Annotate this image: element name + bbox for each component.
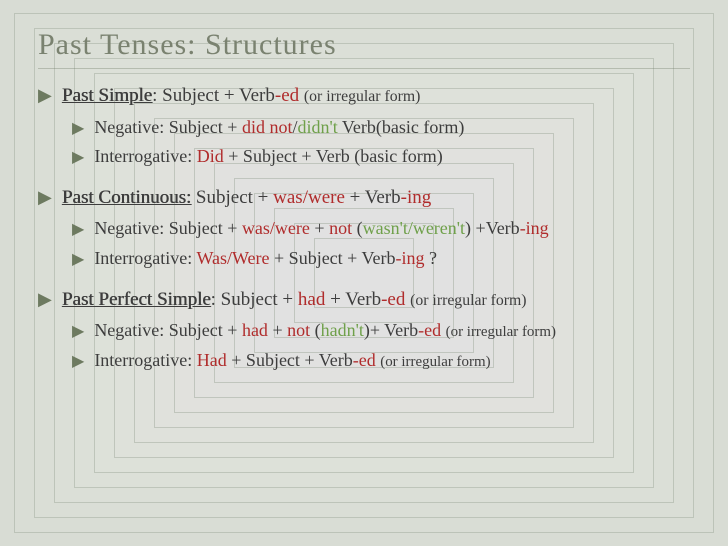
sub-item: ▶ Negative: Subject + was/were + not (was… [72, 216, 690, 241]
bullet-icon: ▶ [72, 118, 84, 140]
tense-negative: Negative: Subject + did not/didn't Verb(… [94, 115, 464, 139]
tense-interrogative: Interrogative: Was/Were + Subject + Verb… [94, 246, 437, 270]
page-title: Past Tenses: Structures [38, 28, 690, 62]
bullet-icon: ▶ [72, 321, 84, 343]
sub-item: ▶ Interrogative: Had + Subject + Verb-ed … [72, 348, 690, 373]
sub-item: ▶ Negative: Subject + had + not (hadn't)+… [72, 318, 690, 343]
tense-negative: Negative: Subject + had + not (hadn't)+ … [94, 318, 556, 342]
tense-section: ▶ Past Continuous: Subject + was/were + V… [38, 185, 690, 271]
bullet-icon: ▶ [38, 185, 52, 209]
bullet-icon: ▶ [38, 83, 52, 107]
sub-item: ▶ Interrogative: Did + Subject + Verb (ba… [72, 144, 690, 169]
tense-affirmative: Past Perfect Simple: Subject + had + Ver… [62, 287, 527, 313]
sub-item: ▶ Interrogative: Was/Were + Subject + Ver… [72, 246, 690, 271]
bullet-icon: ▶ [72, 147, 84, 169]
tense-section: ▶ Past Simple: Subject + Verb-ed (or irre… [38, 83, 690, 169]
title-divider [38, 68, 690, 69]
bullet-icon: ▶ [72, 249, 84, 271]
bullet-icon: ▶ [72, 351, 84, 373]
tense-name: Past Simple [62, 85, 152, 106]
tense-interrogative: Interrogative: Had + Subject + Verb-ed (… [94, 348, 490, 372]
tense-negative: Negative: Subject + was/were + not (wasn… [94, 216, 548, 240]
tense-interrogative: Interrogative: Did + Subject + Verb (bas… [94, 144, 442, 168]
tense-name: Past Continuous: [62, 187, 191, 208]
tense-affirmative: Past Continuous: Subject + was/were + Ve… [62, 185, 431, 211]
slide-content: Past Tenses: Structures ▶ Past Simple: Su… [0, 0, 728, 546]
tense-name: Past Perfect Simple [62, 289, 211, 310]
tense-affirmative: Past Simple: Subject + Verb-ed (or irreg… [62, 83, 421, 109]
sub-item: ▶ Negative: Subject + did not/didn't Verb… [72, 115, 690, 140]
bullet-icon: ▶ [72, 219, 84, 241]
tense-section: ▶ Past Perfect Simple: Subject + had + Ve… [38, 287, 690, 373]
bullet-icon: ▶ [38, 287, 52, 311]
tense-list: ▶ Past Simple: Subject + Verb-ed (or irre… [38, 83, 690, 372]
